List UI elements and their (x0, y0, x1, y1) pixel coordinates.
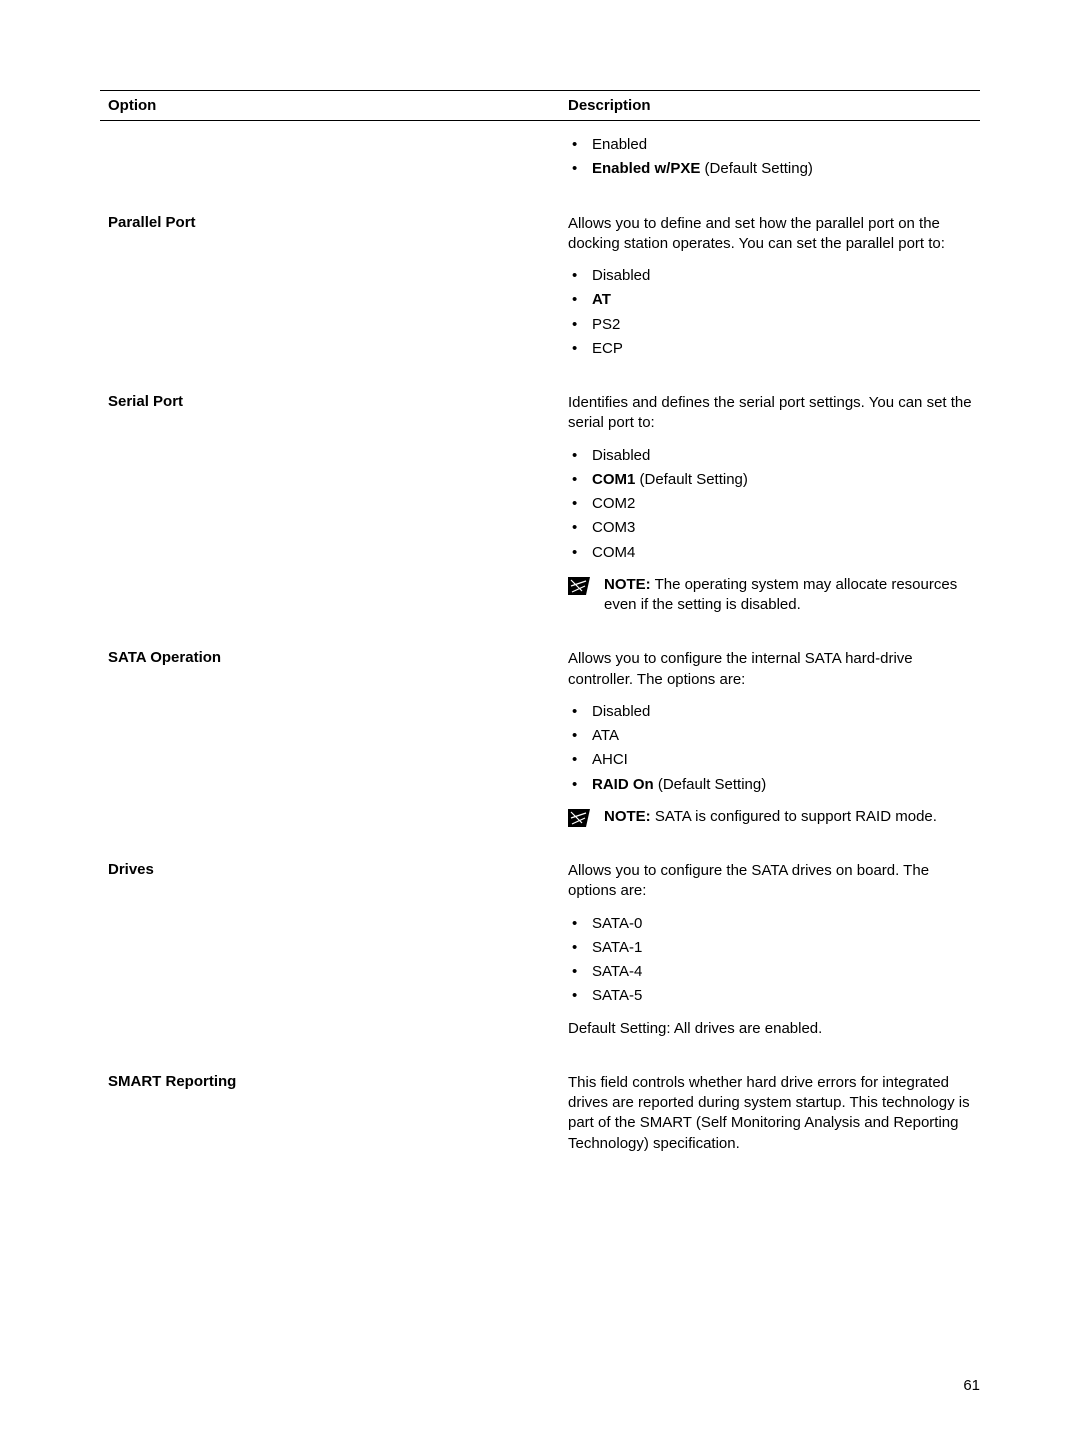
bullet-list: Disabled ATA AHCI RAID On (Default Setti… (568, 702, 972, 795)
note-icon (568, 809, 590, 827)
table-row: Serial Port Identifies and defines the s… (100, 393, 980, 627)
list-item: COM1 (Default Setting) (568, 470, 972, 490)
option-label: Serial Port (100, 393, 560, 627)
table-row: SMART Reporting This field controls whet… (100, 1073, 980, 1166)
table-row: SATA Operation Allows you to configure t… (100, 649, 980, 839)
bullet-list: SATA-0 SATA-1 SATA-4 SATA-5 (568, 914, 972, 1007)
description-text: Identifies and defines the serial port s… (568, 393, 972, 434)
bullet-list: Enabled Enabled w/PXE (Default Setting) (568, 135, 972, 180)
list-item: SATA-1 (568, 938, 972, 958)
option-description: Allows you to define and set how the par… (560, 214, 980, 372)
option-label (100, 135, 560, 192)
list-item: Disabled (568, 446, 972, 466)
list-item: Enabled (568, 135, 972, 155)
list-item: COM2 (568, 494, 972, 514)
list-item: RAID On (Default Setting) (568, 775, 972, 795)
header-option: Option (100, 91, 560, 120)
description-text: Allows you to configure the internal SAT… (568, 649, 972, 690)
list-item: SATA-4 (568, 962, 972, 982)
option-label: SATA Operation (100, 649, 560, 839)
list-item: AHCI (568, 750, 972, 770)
table-row: Drives Allows you to configure the SATA … (100, 861, 980, 1051)
list-item: SATA-5 (568, 986, 972, 1006)
list-item: Disabled (568, 266, 972, 286)
list-item: SATA-0 (568, 914, 972, 934)
options-table: Option Description Enabled Enabled w/PXE… (100, 90, 980, 1166)
note-block: NOTE: The operating system may allocate … (568, 575, 972, 616)
option-description: Identifies and defines the serial port s… (560, 393, 980, 627)
option-label: Parallel Port (100, 214, 560, 372)
list-item: Disabled (568, 702, 972, 722)
page-number: 61 (963, 1377, 980, 1394)
note-text: NOTE: SATA is configured to support RAID… (604, 807, 937, 827)
option-description: This field controls whether hard drive e… (560, 1073, 980, 1166)
list-item: AT (568, 290, 972, 310)
table-row: Enabled Enabled w/PXE (Default Setting) (100, 135, 980, 192)
bullet-list: Disabled COM1 (Default Setting) COM2 COM… (568, 446, 972, 563)
option-description: Allows you to configure the SATA drives … (560, 861, 980, 1051)
table-row: Parallel Port Allows you to define and s… (100, 214, 980, 372)
header-description: Description (560, 91, 980, 120)
list-item: ATA (568, 726, 972, 746)
table-header: Option Description (100, 90, 980, 121)
list-item: Enabled w/PXE (Default Setting) (568, 159, 972, 179)
option-label: Drives (100, 861, 560, 1051)
default-setting-text: Default Setting: All drives are enabled. (568, 1019, 972, 1039)
description-text: This field controls whether hard drive e… (568, 1073, 972, 1154)
list-item: ECP (568, 339, 972, 359)
note-block: NOTE: SATA is configured to support RAID… (568, 807, 972, 827)
list-item: COM3 (568, 518, 972, 538)
list-item: COM4 (568, 543, 972, 563)
note-icon (568, 577, 590, 595)
table-body: Enabled Enabled w/PXE (Default Setting) … (100, 121, 980, 1166)
bullet-list: Disabled AT PS2 ECP (568, 266, 972, 359)
description-text: Allows you to define and set how the par… (568, 214, 972, 255)
option-label: SMART Reporting (100, 1073, 560, 1166)
description-text: Allows you to configure the SATA drives … (568, 861, 972, 902)
option-description: Enabled Enabled w/PXE (Default Setting) (560, 135, 980, 192)
note-text: NOTE: The operating system may allocate … (604, 575, 972, 616)
list-item: PS2 (568, 315, 972, 335)
option-description: Allows you to configure the internal SAT… (560, 649, 980, 839)
